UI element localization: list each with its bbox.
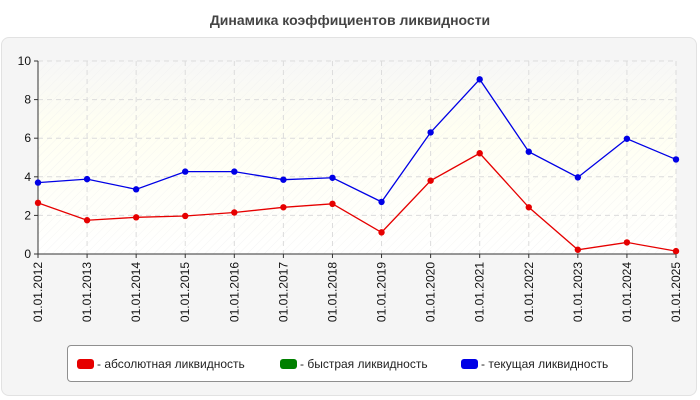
data-point [476, 150, 483, 157]
data-point [329, 200, 336, 208]
y-tick-label: 4 [24, 170, 31, 184]
y-tick-label: 6 [24, 131, 31, 145]
data-point [132, 214, 140, 221]
x-tick-label: 01.01.2021 [473, 262, 487, 322]
x-tick-label: 01.01.2016 [227, 262, 241, 322]
data-point [329, 174, 336, 181]
x-tick-label: 01.01.2015 [178, 262, 192, 322]
y-tick-label: 0 [24, 247, 31, 261]
series-0 [34, 150, 680, 255]
legend-swatch-current [461, 359, 478, 369]
data-point [231, 209, 238, 216]
data-point [182, 168, 189, 175]
data-point [672, 247, 680, 255]
data-point [427, 177, 434, 184]
y-tick-label: 10 [18, 54, 32, 68]
data-point [574, 246, 582, 253]
data-point [132, 186, 140, 193]
y-tick-label: 2 [24, 208, 31, 222]
data-point [34, 199, 42, 207]
x-tick-label: 01.01.2014 [129, 262, 143, 322]
x-tick-label: 01.01.2018 [325, 262, 339, 322]
data-point [525, 148, 532, 155]
x-tick-label: 01.01.2012 [31, 262, 45, 322]
data-point [182, 212, 189, 220]
legend-label-current: - текущая ликвидность [481, 357, 609, 371]
data-point [427, 129, 434, 136]
x-tick-label: 01.01.2020 [424, 262, 438, 322]
chart-title: Динамика коэффициентов ликвидности [209, 12, 491, 28]
x-tick-label: 01.01.2025 [669, 262, 683, 322]
legend-item-current: - текущая ликвидность [461, 354, 608, 374]
data-point [574, 174, 582, 181]
data-point [378, 229, 385, 236]
x-tick-label: 01.01.2019 [375, 262, 389, 322]
legend-item-quick: - быстрая ликвидность [280, 354, 428, 374]
series-line [37, 152, 677, 252]
legend-swatch-absolute [77, 359, 94, 369]
data-point [672, 156, 680, 163]
data-point [623, 239, 631, 246]
data-point [34, 179, 42, 186]
data-point [83, 175, 91, 183]
data-point [378, 198, 385, 206]
data-point [280, 176, 287, 183]
legend-item-absolute: - абсолютная ликвидность [77, 354, 245, 374]
x-tick-label: 01.01.2023 [571, 262, 585, 322]
data-point [83, 217, 91, 224]
chart-legend: - абсолютная ликвидность - быстрая ликви… [67, 345, 633, 382]
x-tick-label: 01.01.2017 [276, 262, 290, 322]
data-point [525, 204, 532, 211]
x-tick-label: 01.01.2022 [522, 262, 536, 322]
legend-label-absolute: - абсолютная ликвидность [97, 357, 245, 371]
y-tick-label: 8 [24, 93, 31, 107]
series-line [37, 78, 677, 203]
legend-label-quick: - быстрая ликвидность [300, 357, 428, 371]
plot-area-hatch [38, 61, 676, 254]
x-tick-label: 01.01.2013 [80, 262, 94, 322]
data-point [476, 76, 483, 83]
legend-swatch-quick [280, 359, 297, 369]
data-point [623, 135, 631, 142]
x-tick-label: 01.01.2024 [620, 262, 634, 322]
data-point [280, 204, 287, 211]
data-point [231, 168, 238, 175]
series-2 [34, 76, 680, 206]
